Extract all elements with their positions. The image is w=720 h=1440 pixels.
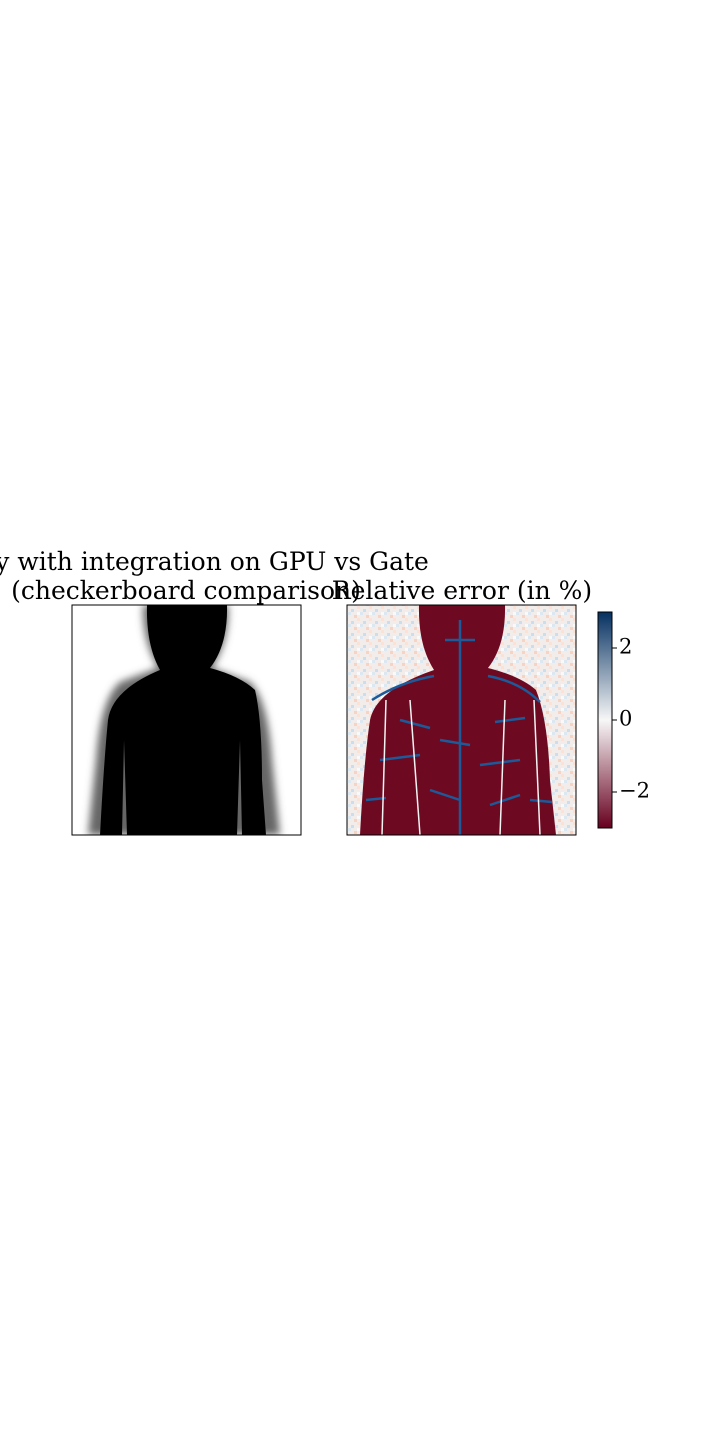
axes-frame <box>346 604 577 836</box>
axes-frame <box>71 604 302 836</box>
xray-image <box>72 605 301 835</box>
colorbar <box>597 611 613 829</box>
error-map <box>347 605 576 835</box>
colorbar-tick-label: 2 <box>619 635 632 659</box>
panel-title: (checkerboard comparison) <box>11 576 361 605</box>
panel-title: XRay with integration on GPU vs Gate <box>0 547 429 576</box>
colorbar-tick-label: −2 <box>619 779 650 803</box>
panel-title: Relative error (in %) <box>332 576 592 605</box>
colorbar-tick-label: 0 <box>619 707 632 731</box>
